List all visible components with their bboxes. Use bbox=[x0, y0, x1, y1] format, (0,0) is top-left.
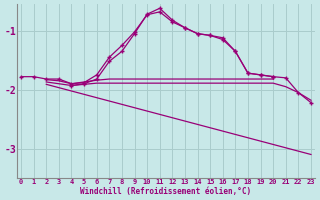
X-axis label: Windchill (Refroidissement éolien,°C): Windchill (Refroidissement éolien,°C) bbox=[80, 187, 252, 196]
